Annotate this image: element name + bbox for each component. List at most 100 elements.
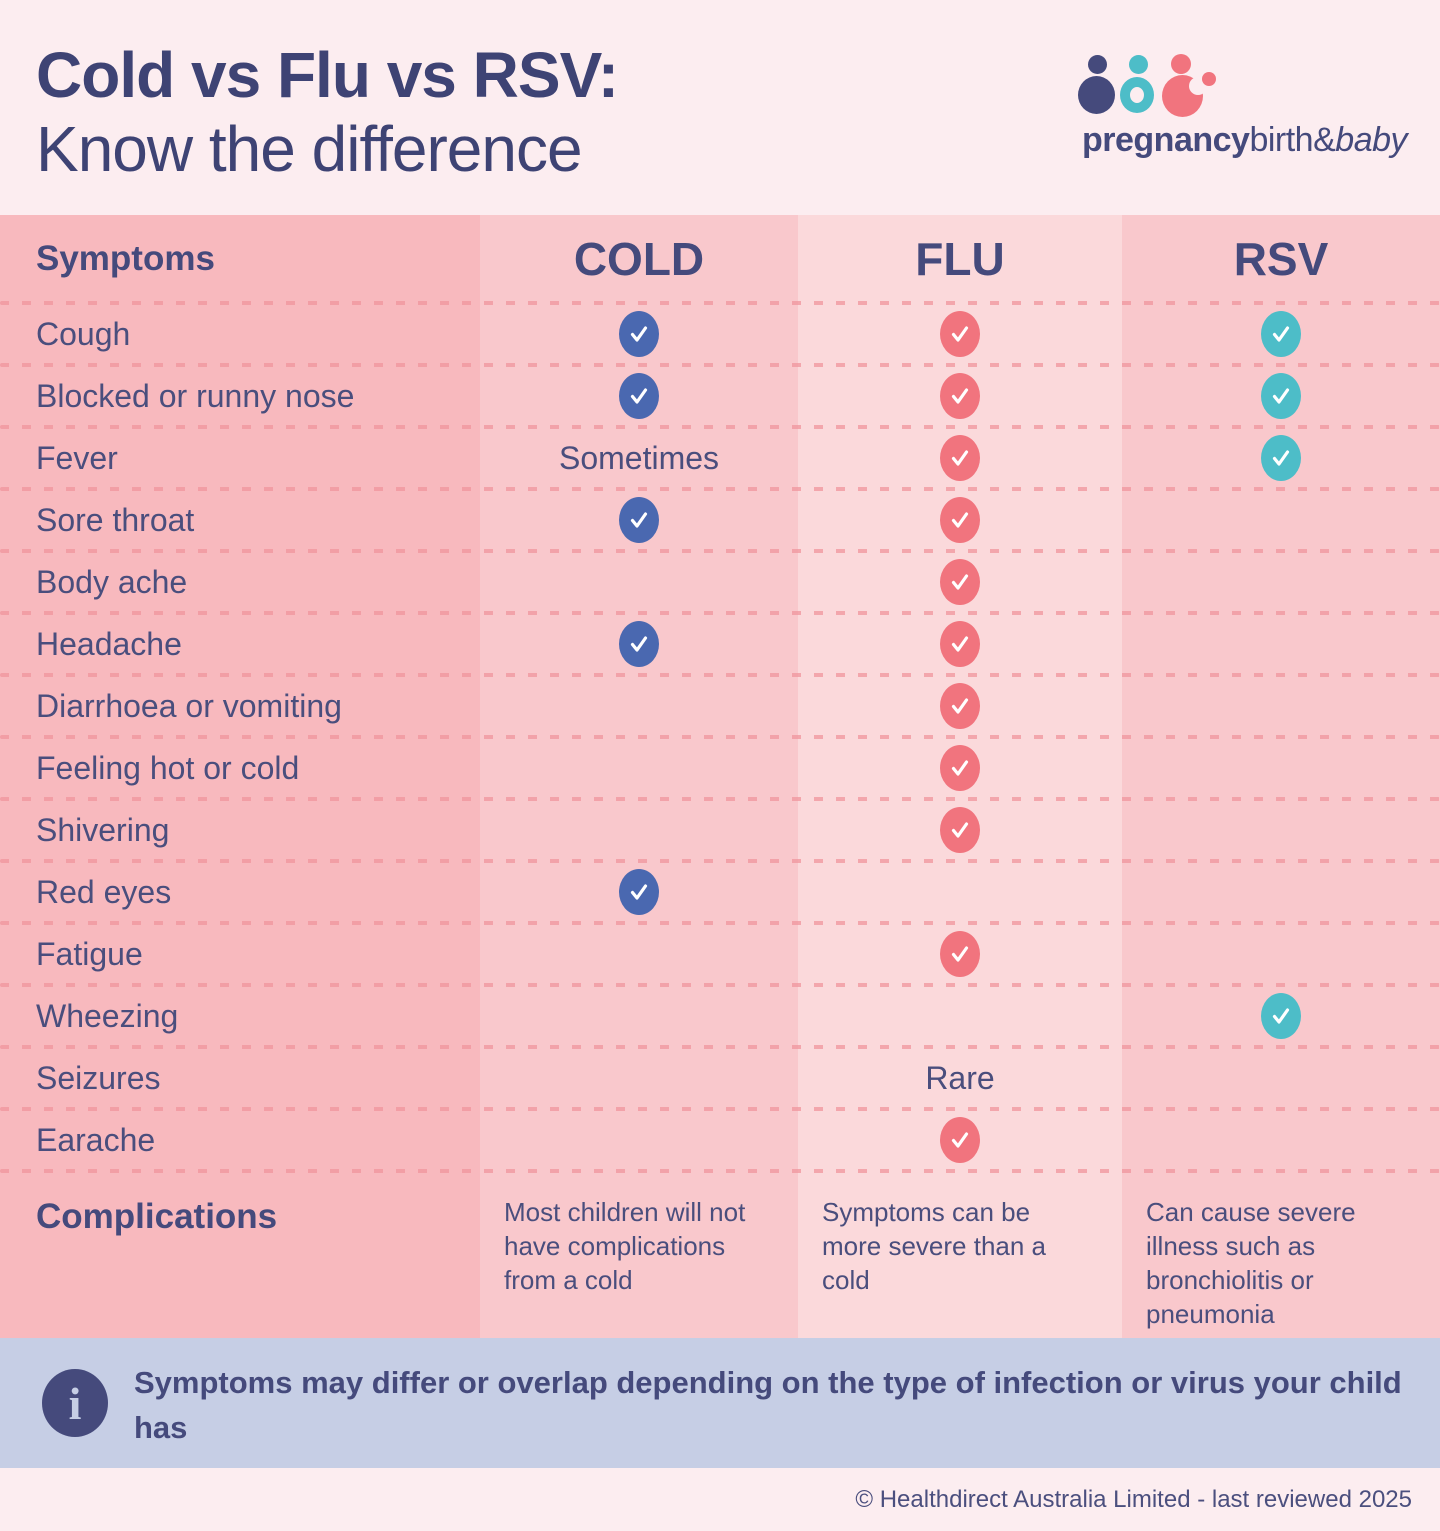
info-banner: i Symptoms may differ or overlap dependi… <box>0 1338 1440 1468</box>
table-row: Cough <box>0 301 1440 365</box>
symptom-label: Red eyes <box>0 861 480 923</box>
table-row: Headache <box>0 611 1440 675</box>
logo-figure-teal-body-icon <box>1120 77 1154 113</box>
symptom-label: Blocked or runny nose <box>0 365 480 427</box>
cell-rsv <box>1122 861 1440 923</box>
check-red-checkmark-icon <box>940 745 980 791</box>
column-header-cold: COLD <box>480 215 798 303</box>
cell-cold <box>480 861 798 923</box>
complications-row: Complications Most children will not hav… <box>0 1169 1440 1338</box>
row-divider <box>0 1045 1440 1049</box>
symptom-label: Headache <box>0 613 480 675</box>
logo-word-pregnancy: pregnancy <box>1082 121 1250 159</box>
cell-flu <box>798 551 1122 613</box>
cell-cold <box>480 1109 798 1171</box>
logo-figure-coral-head-icon <box>1171 54 1191 74</box>
table-row: Fever Sometimes <box>0 425 1440 489</box>
info-icon: i <box>42 1369 108 1437</box>
check-blue-checkmark-icon <box>619 311 659 357</box>
copyright-text: © Healthdirect Australia Limited - last … <box>855 1485 1412 1513</box>
cell-text: Sometimes <box>558 439 720 476</box>
cell-flu <box>798 861 1122 923</box>
cell-flu <box>798 985 1122 1047</box>
symptom-label: Diarrhoea or vomiting <box>0 675 480 737</box>
cell-flu <box>798 737 1122 799</box>
symptom-label: Fever <box>0 427 480 489</box>
logo-wordmark: pregnancybirth&baby <box>1082 121 1408 160</box>
table-row: Shivering <box>0 797 1440 861</box>
cell-rsv <box>1122 985 1440 1047</box>
cell-flu <box>798 613 1122 675</box>
cell-rsv <box>1122 489 1440 551</box>
check-teal-checkmark-icon <box>1261 373 1301 419</box>
cell-cold <box>480 303 798 365</box>
cell-rsv <box>1122 613 1440 675</box>
table-row: Fatigue <box>0 921 1440 985</box>
check-blue-checkmark-icon <box>619 497 659 543</box>
cell-flu <box>798 365 1122 427</box>
info-banner-text: Symptoms may differ or overlap depending… <box>134 1365 1402 1445</box>
title-line-1: Cold vs Flu vs RSV: <box>36 39 619 111</box>
cell-rsv <box>1122 365 1440 427</box>
complications-rsv: Can cause severe illness such as bronchi… <box>1122 1171 1440 1338</box>
check-red-checkmark-icon <box>940 559 980 605</box>
cell-flu <box>798 1109 1122 1171</box>
cell-cold <box>480 489 798 551</box>
table-row: Blocked or runny nose <box>0 363 1440 427</box>
comparison-table: Symptoms COLD FLU RSV Cough Blocked or r… <box>0 215 1440 1338</box>
cell-flu <box>798 489 1122 551</box>
cell-flu <box>798 427 1122 489</box>
check-red-checkmark-icon <box>940 807 980 853</box>
table-row: Red eyes <box>0 859 1440 923</box>
table-row: Diarrhoea or vomiting <box>0 673 1440 737</box>
complications-label: Complications <box>0 1171 480 1338</box>
cell-cold <box>480 675 798 737</box>
cell-flu <box>798 675 1122 737</box>
logo-figure-coral-hole-icon <box>1189 77 1207 95</box>
cell-cold <box>480 985 798 1047</box>
cell-rsv <box>1122 923 1440 985</box>
cell-cold <box>480 799 798 861</box>
cell-flu: Rare <box>798 1047 1122 1109</box>
row-divider <box>0 487 1440 491</box>
row-divider <box>0 611 1440 615</box>
cell-flu <box>798 923 1122 985</box>
symptom-label: Shivering <box>0 799 480 861</box>
cell-cold <box>480 923 798 985</box>
row-divider <box>0 735 1440 739</box>
row-divider <box>0 983 1440 987</box>
table-row: Sore throat <box>0 487 1440 551</box>
symptom-label: Body ache <box>0 551 480 613</box>
cell-cold <box>480 737 798 799</box>
cell-rsv <box>1122 675 1440 737</box>
symptom-label: Seizures <box>0 1047 480 1109</box>
cell-rsv <box>1122 303 1440 365</box>
column-header-symptoms: Symptoms <box>0 215 480 303</box>
check-red-checkmark-icon <box>940 497 980 543</box>
complications-flu: Symptoms can be more severe than a cold <box>798 1171 1122 1338</box>
table-row: Earache <box>0 1107 1440 1171</box>
row-divider <box>0 1169 1440 1173</box>
cell-text: Rare <box>925 1059 995 1096</box>
cell-rsv <box>1122 551 1440 613</box>
symptom-label: Fatigue <box>0 923 480 985</box>
check-teal-checkmark-icon <box>1261 435 1301 481</box>
complications-cold: Most children will not have complication… <box>480 1171 798 1338</box>
check-teal-checkmark-icon <box>1261 993 1301 1039</box>
logo-figure-coral-baby-icon <box>1202 72 1216 86</box>
check-red-checkmark-icon <box>940 683 980 729</box>
logo-figure-navy-body-icon <box>1078 76 1115 114</box>
page-title: Cold vs Flu vs RSV: Know the difference <box>36 38 619 186</box>
symptom-label: Wheezing <box>0 985 480 1047</box>
cell-flu <box>798 799 1122 861</box>
column-header-flu: FLU <box>798 215 1122 303</box>
cell-cold <box>480 551 798 613</box>
cell-rsv <box>1122 1109 1440 1171</box>
symptom-label: Earache <box>0 1109 480 1171</box>
row-divider <box>0 549 1440 553</box>
title-line-2: Know the difference <box>36 113 583 185</box>
logo-figure-navy-head-icon <box>1088 55 1107 74</box>
table-row: Feeling hot or cold <box>0 735 1440 799</box>
check-red-checkmark-icon <box>940 435 980 481</box>
